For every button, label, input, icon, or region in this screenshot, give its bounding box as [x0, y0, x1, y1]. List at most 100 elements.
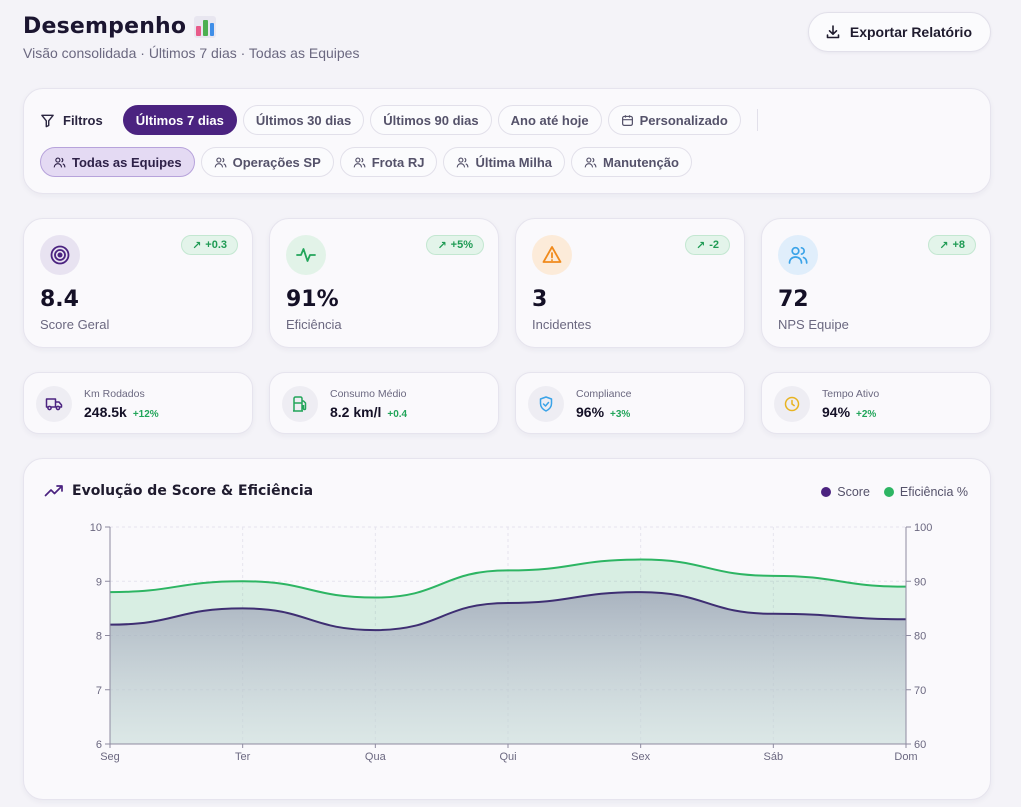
trend-up-icon: ↗	[939, 239, 949, 252]
team-chip-label: Operações SP	[232, 154, 321, 170]
score-line	[109, 591, 907, 632]
funnel-icon	[41, 114, 54, 127]
mini-label: Compliance	[576, 388, 632, 400]
users-icon	[584, 156, 597, 167]
period-chip-label: Personalizado	[639, 112, 728, 128]
trend-up-icon: ↗	[437, 239, 447, 252]
export-report-label: Exportar Relatório	[849, 24, 972, 40]
chart-title-text: Evolução de Score & Eficiência	[72, 483, 314, 499]
stat-card-score: ↗ +0.3 8.4 Score Geral	[23, 218, 253, 348]
period-chip-custom[interactable]: Personalizado	[607, 105, 741, 135]
legend-item-efficiency: Eficiência %	[883, 485, 968, 499]
legend-label: Eficiência %	[899, 485, 968, 499]
legend-label: Score	[837, 485, 870, 499]
users-icon	[53, 156, 66, 167]
period-chip-30-days[interactable]: Últimos 30 dias	[242, 105, 365, 135]
download-icon	[826, 25, 840, 39]
team-chip-ultima-milha[interactable]: Última Milha	[443, 147, 566, 177]
efficiency-line	[109, 558, 907, 599]
y-right-tick-label: 70	[914, 685, 926, 697]
mini-value: 248.5k	[84, 404, 127, 420]
stat-card-nps: ↗ +8 72 NPS Equipe	[761, 218, 991, 348]
team-chip-label: Última Milha	[475, 154, 553, 170]
target-icon	[40, 235, 80, 275]
filter-divider	[756, 109, 758, 131]
clock-icon	[774, 386, 810, 422]
chart-card: Evolução de Score & Eficiência Score Efi…	[23, 458, 991, 800]
mini-label: Tempo Ativo	[822, 388, 880, 400]
mini-card-consumption: Consumo Médio 8.2 km/l +0.4	[269, 372, 499, 434]
stat-delta-badge: ↗ +5%	[426, 235, 484, 255]
team-chip-all[interactable]: Todas as Equipes	[40, 147, 195, 177]
x-tick-label: Ter	[235, 751, 251, 763]
shield-icon	[528, 386, 564, 422]
period-chip-year-to-date[interactable]: Ano até hoje	[497, 105, 602, 135]
team-filter-row: Todas as Equipes Operações SP Frota RJ Ú…	[40, 147, 692, 177]
calendar-icon	[621, 114, 633, 126]
chart-legend: Score Eficiência %	[821, 485, 968, 499]
stat-label: Score Geral	[40, 317, 110, 332]
score-area	[110, 592, 906, 744]
stat-label: Eficiência	[286, 317, 342, 332]
y-left-tick-label: 8	[96, 631, 102, 643]
trend-up-icon: ↗	[696, 239, 706, 252]
x-tick-label: Seg	[100, 751, 120, 763]
period-chip-7-days[interactable]: Últimos 7 dias	[122, 105, 237, 135]
warning-icon	[532, 235, 572, 275]
mini-delta: +0.4	[387, 409, 408, 420]
x-tick-label: Sáb	[764, 751, 784, 763]
mini-card-compliance: Compliance 96% +3%	[515, 372, 745, 434]
export-report-button[interactable]: Exportar Relatório	[807, 12, 991, 52]
y-right-tick-label: 80	[914, 631, 926, 643]
page-header: Desempenho Visão consolidada · Últimos 7…	[23, 12, 991, 74]
chart-title: Evolução de Score & Eficiência	[44, 483, 313, 499]
users-icon	[457, 156, 469, 167]
y-right-tick-label: 100	[914, 522, 932, 534]
mini-card-km: Km Rodados 248.5k +12%	[23, 372, 253, 434]
team-chip-manutencao[interactable]: Manutenção	[571, 147, 692, 177]
period-chip-label: Últimos 30 dias	[255, 112, 352, 128]
team-chip-operacoes-sp[interactable]: Operações SP	[200, 147, 334, 177]
users-icon	[778, 235, 818, 275]
mini-value-row: 94% +2%	[822, 404, 876, 420]
mini-delta: +3%	[610, 409, 631, 420]
stat-delta-badge: ↗ +8	[928, 235, 976, 255]
stat-delta: -2	[709, 239, 719, 251]
mini-delta: +2%	[856, 409, 877, 420]
y-left-tick-label: 9	[96, 576, 102, 588]
score-efficiency-area-chart: 6 7 8 9 10 60 70 80 90 100 Seg Ter Qua Qui Sex Sáb Dom	[90, 522, 933, 763]
trend-up-icon: ↗	[192, 239, 202, 252]
stat-value: 91%	[286, 287, 339, 312]
stat-value: 72	[778, 287, 809, 312]
stat-card-efficiency: ↗ +5% 91% Eficiência	[269, 218, 499, 348]
mini-value: 8.2 km/l	[330, 404, 382, 420]
y-left-tick-label: 6	[96, 739, 102, 751]
period-chip-label: Últimos 7 dias	[135, 112, 224, 128]
fuel-icon	[282, 386, 318, 422]
period-chip-label: Ano até hoje	[510, 112, 589, 128]
stat-label: Incidentes	[532, 317, 592, 332]
period-chip-label: Últimos 90 dias	[383, 112, 479, 128]
team-chip-frota-rj[interactable]: Frota RJ	[339, 147, 438, 177]
trending-up-icon	[44, 485, 63, 497]
activity-icon	[286, 235, 326, 275]
x-tick-label: Dom	[894, 751, 917, 763]
stat-label: NPS Equipe	[778, 317, 849, 332]
mini-value-row: 248.5k +12%	[84, 404, 159, 420]
mini-value: 94%	[822, 404, 851, 420]
filters-label-text: Filtros	[63, 112, 103, 128]
filters-label: Filtros	[40, 113, 103, 128]
mini-delta: +12%	[132, 409, 159, 420]
period-chip-90-days[interactable]: Últimos 90 dias	[370, 105, 492, 135]
stat-delta-badge: ↗ -2	[685, 235, 730, 255]
mini-label: Km Rodados	[84, 388, 145, 400]
stat-delta: +5%	[450, 239, 473, 251]
filters-panel: Filtros Últimos 7 dias Últimos 30 dias Ú…	[23, 88, 991, 194]
team-chip-label: Frota RJ	[371, 154, 425, 170]
x-tick-label: Sex	[631, 751, 650, 763]
legend-swatch	[883, 487, 894, 497]
page-subtitle: Visão consolidada · Últimos 7 dias · Tod…	[23, 45, 360, 61]
y-left-tick-label: 7	[96, 685, 102, 697]
period-filter-row: Filtros Últimos 7 dias Últimos 30 dias Ú…	[40, 105, 758, 135]
stat-value: 3	[532, 287, 548, 312]
